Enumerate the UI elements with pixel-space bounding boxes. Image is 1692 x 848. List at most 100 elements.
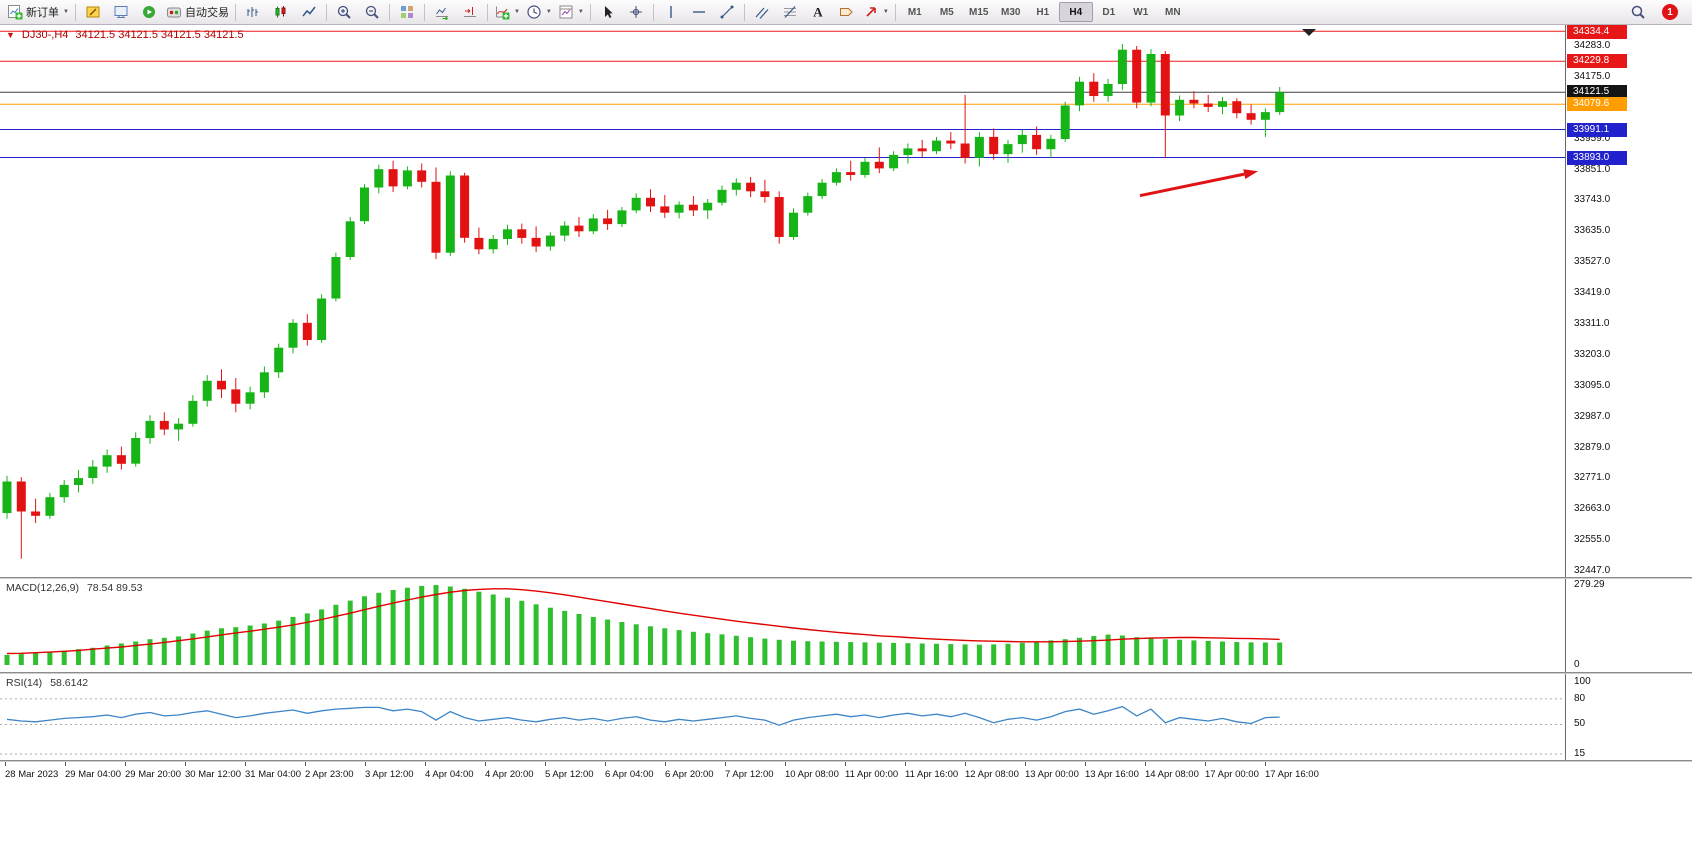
tile-windows-button[interactable] (393, 2, 421, 23)
time-axis-label: 11 Apr 00:00 (845, 769, 899, 780)
new-order-icon (8, 5, 23, 20)
time-axis-tick (665, 762, 666, 766)
toolbar-separator (234, 3, 236, 21)
candle (116, 455, 126, 464)
time-axis-tick (1145, 762, 1146, 766)
timeframe-h1[interactable]: H1 (1027, 3, 1059, 21)
arrows-button[interactable]: ▼ (860, 2, 892, 23)
macd-canvas[interactable] (0, 579, 1565, 672)
macd-histogram-bar (1062, 639, 1068, 665)
macd-histogram-bar (347, 600, 353, 665)
time-axis-label: 28 Mar 2023 (5, 769, 59, 780)
timeframe-d1[interactable]: D1 (1093, 3, 1125, 21)
macd-histogram-bar (1034, 641, 1040, 665)
macd-histogram-bar (147, 639, 153, 665)
candle (746, 182, 756, 192)
arrow-annotation-head (1243, 169, 1258, 179)
toolbar-separator (388, 3, 390, 21)
candle (1075, 81, 1084, 106)
candle (603, 218, 613, 225)
timeframe-m1[interactable]: M1 (899, 3, 931, 21)
time-axis-tick (125, 762, 126, 766)
price-axis-label: 32879.0 (1574, 441, 1611, 453)
time-axis-tick (1085, 762, 1086, 766)
zoom-out-button[interactable] (358, 2, 386, 23)
hline-icon (692, 11, 705, 13)
zoom-in-button[interactable] (330, 2, 358, 23)
text-button[interactable]: A (804, 2, 832, 23)
strategy-tester-button[interactable] (135, 2, 163, 23)
timeframe-w1-label: W1 (1133, 6, 1149, 18)
macd-axis-label: 0 (1574, 659, 1580, 670)
autotrading-button[interactable]: 自动交易 (163, 2, 232, 23)
timeframe-m30[interactable]: M30 (995, 3, 1027, 21)
arrow-annotation[interactable] (1139, 172, 1245, 198)
time-axis-label: 11 Apr 16:00 (905, 769, 959, 780)
periods-button[interactable]: ▼ (523, 2, 555, 23)
autotrading-icon (166, 7, 181, 18)
notification-badge[interactable]: 1 (1662, 4, 1678, 20)
tile-windows-icon (400, 6, 413, 18)
chart-shift-button[interactable] (456, 2, 484, 23)
search-button[interactable] (1624, 2, 1652, 23)
candle (531, 237, 541, 247)
timeframe-h4[interactable]: H4 (1058, 2, 1093, 22)
time-axis-tick (485, 762, 486, 766)
data-window-button[interactable] (107, 2, 135, 23)
time-axis-label: 13 Apr 16:00 (1085, 769, 1139, 780)
candle (145, 420, 155, 439)
price-axis-label: 33095.0 (1574, 379, 1611, 391)
candle (974, 136, 984, 158)
templates-button[interactable]: ▼ (555, 2, 587, 23)
main-chart-panel: ▼ DJ30-,H4 34121.5 34121.5 34121.5 34121… (0, 25, 1565, 577)
auto-scroll-button[interactable] (428, 2, 456, 23)
timeframe-w1[interactable]: W1 (1125, 3, 1157, 21)
symbol-marker-icon: ▼ (6, 30, 15, 40)
candle (1017, 134, 1027, 145)
timeframe-m15[interactable]: M15 (963, 3, 995, 21)
timeframe-m5[interactable]: M5 (931, 3, 963, 21)
timeframe-mn-label: MN (1164, 6, 1181, 18)
candle (860, 161, 870, 175)
fibonacci-button[interactable] (776, 2, 804, 23)
time-axis[interactable]: 28 Mar 2023 29 Mar 04:00 29 Mar 20:00 30 Ma… (0, 762, 1692, 786)
chart-shift-marker-icon[interactable] (1302, 29, 1316, 36)
macd-histogram-bar (1277, 642, 1283, 665)
trendline-icon (720, 5, 734, 19)
price-axis-label: 33311.0 (1574, 317, 1610, 329)
horizontal-line-button[interactable] (685, 2, 713, 23)
macd-histogram-bar (633, 624, 639, 665)
cursor-button[interactable] (594, 2, 622, 23)
panel-separator[interactable] (0, 672, 1692, 674)
indicators-button[interactable]: ▼ (491, 2, 523, 23)
candle (302, 322, 312, 340)
price-axis[interactable]: 34283.034175.034067.033959.033851.033743… (1565, 25, 1692, 762)
text-label-button[interactable] (832, 2, 860, 23)
macd-histogram-bar (891, 642, 897, 665)
metaeditor-button[interactable] (79, 2, 107, 23)
candle (417, 170, 427, 182)
macd-histogram-bar (390, 590, 396, 665)
line-chart-icon (302, 6, 316, 17)
new-order-button[interactable]: 新订单 ▼ (4, 2, 72, 23)
equidistant-channel-button[interactable] (748, 2, 776, 23)
time-axis-label: 6 Apr 20:00 (665, 769, 714, 780)
rsi-canvas[interactable] (0, 674, 1565, 760)
price-chart-canvas[interactable] (0, 25, 1565, 577)
trendline-button[interactable] (713, 2, 741, 23)
bar-chart-button[interactable] (239, 2, 267, 23)
time-axis-label: 17 Apr 00:00 (1205, 769, 1259, 780)
macd-histogram-bar (676, 630, 682, 665)
panel-separator[interactable] (0, 577, 1692, 579)
timeframe-mn[interactable]: MN (1157, 3, 1189, 21)
line-chart-button[interactable] (295, 2, 323, 23)
candle (660, 206, 670, 213)
crosshair-button[interactable] (622, 2, 650, 23)
candle (2, 481, 12, 513)
macd-histogram-bar (991, 644, 997, 665)
toolbar-separator (589, 3, 591, 21)
macd-histogram-bar (1234, 642, 1240, 665)
candlestick-button[interactable] (267, 2, 295, 23)
timeframe-m5-label: M5 (939, 6, 954, 18)
vertical-line-button[interactable] (657, 2, 685, 23)
